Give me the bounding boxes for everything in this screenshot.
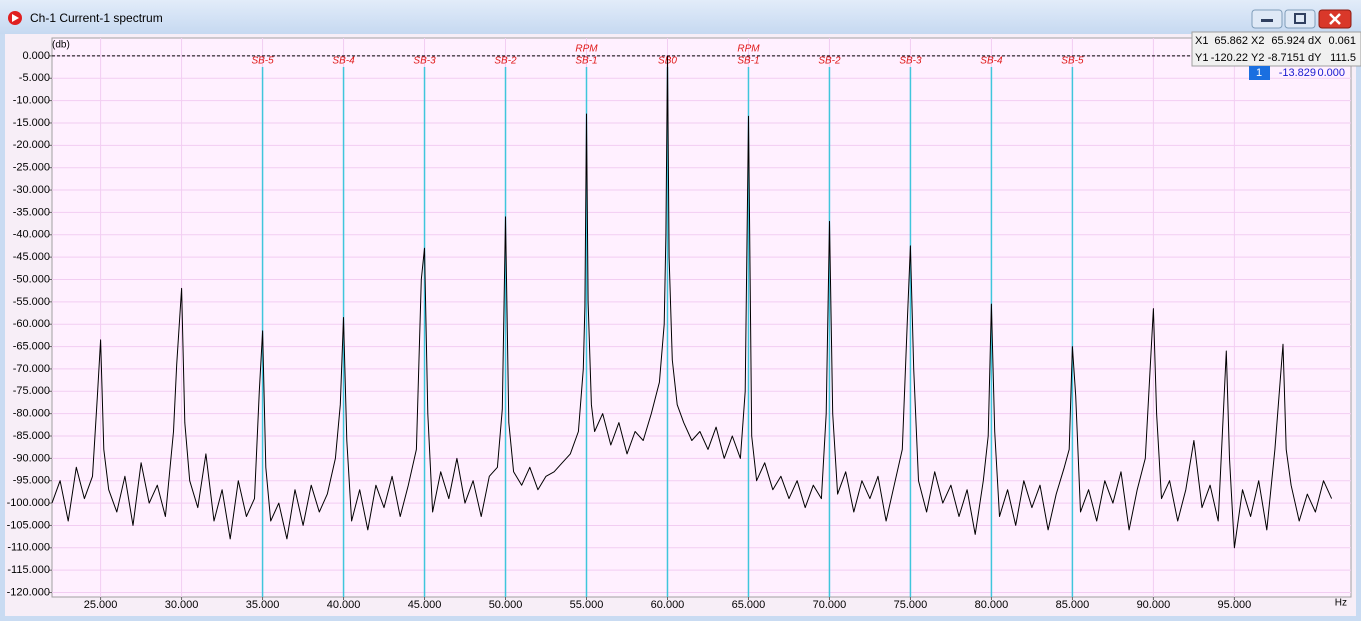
- cursor-cell: Y2: [1251, 52, 1264, 64]
- y-tick-label: -70.000: [13, 363, 50, 375]
- x-unit: Hz: [1335, 598, 1347, 609]
- active-cursor-highlight: [1249, 66, 1270, 80]
- title-bar: [0, 0, 1361, 34]
- y-tick-label: -50.000: [13, 273, 50, 285]
- x-tick-label: 65.000: [732, 599, 766, 611]
- cursor-cell: dY: [1308, 52, 1322, 64]
- cursor-table: X1 65.862 X2 65.924 dX 0.061 Y1 -120.22 Y2 -8.715…: [1191, 31, 1361, 80]
- cursor-cell: X1: [1195, 35, 1208, 47]
- y-tick-label: -55.000: [13, 296, 50, 308]
- sideband-label: SB-1: [575, 56, 597, 67]
- sideband-label: SB-5: [251, 56, 274, 67]
- y-tick-label: -120.000: [7, 586, 50, 598]
- y-tick-label: -115.000: [7, 564, 50, 576]
- y-tick-label: -80.000: [13, 408, 50, 420]
- y-tick-label: -35.000: [13, 206, 50, 218]
- y-tick-label: -60.000: [13, 318, 50, 330]
- active-cursor-cell: 0.000: [1317, 67, 1345, 79]
- x-tick-label: 95.000: [1218, 599, 1252, 611]
- cursor-cell: X2: [1251, 35, 1264, 47]
- restore-glyph: [1294, 13, 1306, 24]
- sideband-label: SB-2: [818, 56, 841, 67]
- y-tick-label: -105.000: [7, 519, 50, 531]
- y-tick-label: -40.000: [13, 229, 50, 241]
- x-tick-label: 30.000: [165, 599, 199, 611]
- y-tick-label: -30.000: [13, 184, 50, 196]
- sideband-label: SB-4: [980, 56, 1003, 67]
- cursor-table-bg: [1191, 31, 1361, 67]
- x-tick-label: 50.000: [489, 599, 523, 611]
- x-tick-label: 90.000: [1137, 599, 1171, 611]
- x-tick-label: 55.000: [570, 599, 604, 611]
- cursor-cell: dX: [1308, 35, 1322, 47]
- active-cursor-cell: 1: [1256, 67, 1262, 79]
- plot-area: [51, 37, 1352, 598]
- rpm-label: RPM: [737, 44, 760, 55]
- y-tick-label: -95.000: [13, 475, 50, 487]
- sideband-label: SB-3: [899, 56, 922, 67]
- spectrum-line: [51, 55, 1333, 549]
- sideband-label: SB-4: [332, 56, 355, 67]
- sideband-label: SB-2: [494, 56, 517, 67]
- cursor-cell: -8.7151: [1268, 52, 1305, 64]
- y-tick-label: -110.000: [7, 542, 50, 554]
- sideband-label: SB-5: [1061, 56, 1084, 67]
- y-tick-label: -45.000: [13, 251, 50, 263]
- cursor-cell: Y1: [1195, 52, 1208, 64]
- cursor-cell: -120.22: [1211, 52, 1248, 64]
- app-icon-glyph: [12, 14, 19, 22]
- rpm-label: RPM: [575, 44, 598, 55]
- cursor-cell: 65.924: [1271, 35, 1305, 47]
- y-tick-label: -90.000: [13, 452, 50, 464]
- sideband-label: SB-3: [413, 56, 436, 67]
- cursor-cell: 111.5: [1330, 52, 1356, 64]
- x-tick-label: 80.000: [975, 599, 1009, 611]
- y-tick-label: -75.000: [13, 385, 50, 397]
- window-title: Ch-1 Current-1 spectrum: [30, 11, 163, 25]
- y-tick-label: 0.000: [22, 50, 50, 62]
- cursor-cell: 0.061: [1328, 35, 1356, 47]
- x-tick-label: 75.000: [894, 599, 928, 611]
- y-tick-label: -85.000: [13, 430, 50, 442]
- y-unit: (db): [52, 40, 70, 51]
- y-tick-label: -25.000: [13, 162, 50, 174]
- cursor-cell: 65.862: [1214, 35, 1248, 47]
- x-tick-label: 60.000: [651, 599, 685, 611]
- y-tick-label: -100.000: [7, 497, 50, 509]
- close-glyph: [1329, 13, 1341, 25]
- x-tick-label: 40.000: [327, 599, 361, 611]
- x-tick-label: 25.000: [84, 599, 118, 611]
- x-tick-label: 85.000: [1056, 599, 1090, 611]
- minimize-glyph: [1261, 19, 1273, 22]
- y-tick-label: -5.000: [19, 72, 50, 84]
- y-tick-label: -10.000: [13, 95, 50, 107]
- x-tick-label: 35.000: [246, 599, 280, 611]
- y-tick-label: -15.000: [13, 117, 50, 129]
- y-tick-label: -20.000: [13, 139, 50, 151]
- restore-button[interactable]: [1284, 9, 1316, 29]
- sideband-label: SB-1: [737, 56, 759, 67]
- x-tick-label: 70.000: [813, 599, 847, 611]
- active-cursor-cell: -13.829: [1279, 67, 1316, 79]
- y-tick-label: -65.000: [13, 340, 50, 352]
- x-tick-label: 45.000: [408, 599, 442, 611]
